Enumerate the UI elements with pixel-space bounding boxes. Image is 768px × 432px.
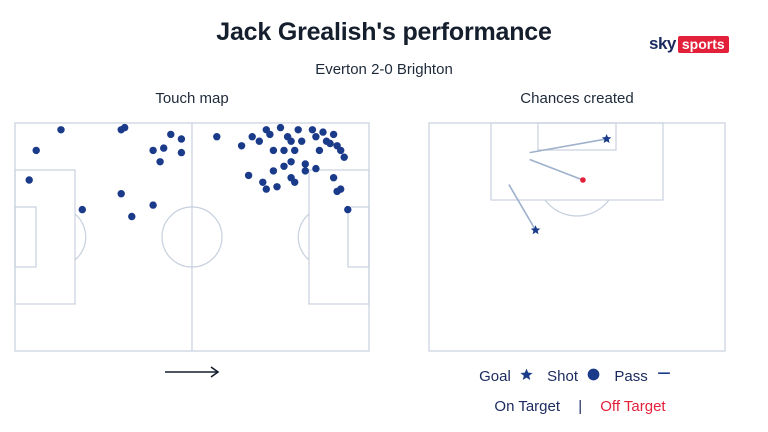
touch-point [149,201,157,209]
touch-point [319,128,327,136]
touch-point [294,126,302,134]
touch-point [57,126,65,134]
touch-point [276,123,285,132]
centre-circle [161,206,223,268]
touch-point [273,183,281,191]
touch-point [237,142,246,150]
touch-point [177,135,186,143]
logo-sports-text: sports [677,35,729,53]
touch-point [280,146,288,155]
legend-shot-label: Shot [547,367,578,385]
legend-off-target: Off Target [600,397,666,415]
touch-point [149,146,157,155]
touch-point [269,167,278,175]
legend-goal-label: Goal [479,367,511,385]
touch-point [291,178,299,186]
touch-point [269,146,278,155]
touch-point [308,126,317,134]
touch-point [333,142,341,150]
right-six-yard-box [347,206,370,268]
legend-types: Goal Shot Pass [430,367,730,385]
touch-point [255,137,263,145]
touch-point [160,144,168,152]
touch-point [287,137,295,145]
touch-point [25,176,33,184]
right-penalty-arc [297,213,310,261]
chart-subtitle: Everton 2-0 Brighton [315,61,453,78]
chart-title: Jack Grealish's performance [216,18,552,46]
circle-icon [587,368,600,385]
direction-arrow-icon [165,366,220,378]
left-penalty-arc [74,213,87,261]
dash-icon [657,368,671,385]
touch-point [32,146,40,155]
sky-sports-logo: sky sports [649,34,729,53]
touch-point [329,174,338,182]
touch-point [248,133,256,141]
touch-point [177,148,186,157]
touch-point [259,178,267,186]
touch-point [213,133,221,141]
touch-point [156,158,164,166]
touch-point [291,146,299,155]
touch-point [167,130,175,139]
touch-point [301,160,309,168]
touch-point [301,167,309,175]
touch-point [329,130,338,139]
logo-sky-text: sky [649,34,676,53]
touch-point [280,162,288,170]
touch-point [326,139,334,148]
star-icon [520,368,533,385]
touch-point [298,137,306,145]
touch-point [117,190,125,198]
left-penalty-box [14,169,76,305]
legend-separator: | [578,397,583,415]
legend-pass-label: Pass [614,367,648,385]
touch-point [262,185,270,193]
touch-point [117,126,125,134]
touch-point [312,164,320,173]
touch-point [244,171,253,180]
legend-on-target: On Target [494,397,561,415]
touch-point [78,205,87,214]
touch-point [312,133,320,141]
touch-map-label: Touch map [155,90,229,107]
touch-point [337,185,345,193]
touch-point [287,158,295,166]
left-six-yard-box [14,206,37,268]
legend-targets: On Target | Off Target [430,397,730,415]
touch-point [340,153,348,161]
touch-point [262,126,270,134]
touch-point [315,146,324,155]
chances-created-label: Chances created [520,90,634,107]
touch-point [344,205,352,214]
touch-point [128,212,136,221]
